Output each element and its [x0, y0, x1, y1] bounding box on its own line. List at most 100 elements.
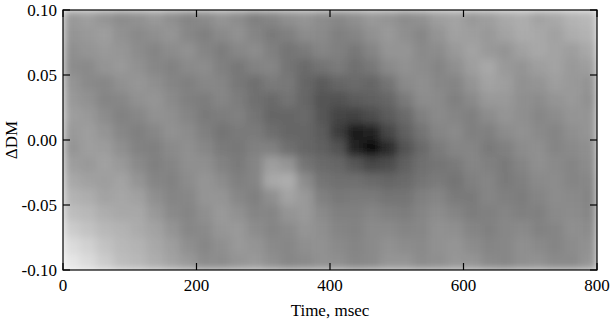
- heatmap-cell: [163, 205, 180, 222]
- heatmap-cell: [564, 221, 581, 238]
- heatmap-cell: [413, 91, 430, 108]
- heatmap-cell: [330, 156, 347, 173]
- heatmap-cell: [63, 59, 80, 76]
- heatmap-cell: [330, 238, 347, 255]
- heatmap-cell: [380, 124, 397, 141]
- heatmap-cell: [247, 238, 264, 255]
- heatmap-cell: [547, 173, 564, 190]
- heatmap-cell: [580, 238, 597, 255]
- heatmap-cell: [363, 189, 380, 206]
- heatmap-cell: [447, 221, 464, 238]
- heatmap-cell: [313, 59, 330, 76]
- heatmap-cell: [230, 173, 247, 190]
- y-tick-right: [590, 269, 597, 270]
- heatmap-cell: [280, 205, 297, 222]
- y-tick: [63, 74, 70, 75]
- heatmap-cell: [497, 173, 514, 190]
- heatmap-cell: [380, 156, 397, 173]
- heatmap-cell: [330, 59, 347, 76]
- heatmap-cell: [480, 221, 497, 238]
- heatmap-cell: [247, 221, 264, 238]
- heatmap-cell: [280, 221, 297, 238]
- heatmap-cell: [80, 75, 97, 92]
- heatmap-cell: [397, 91, 414, 108]
- heatmap-cell: [430, 238, 447, 255]
- heatmap-cell: [247, 26, 264, 43]
- heatmap-cell: [480, 59, 497, 76]
- heatmap-cell: [447, 108, 464, 125]
- heatmap-cell: [230, 26, 247, 43]
- heatmap-cell: [313, 205, 330, 222]
- heatmap-cell: [547, 124, 564, 141]
- heatmap-cell: [130, 238, 147, 255]
- heatmap-cell: [63, 108, 80, 125]
- heatmap-cell: [514, 26, 531, 43]
- heatmap-cell: [180, 156, 197, 173]
- heatmap-cell: [113, 10, 130, 27]
- heatmap-cell: [96, 91, 113, 108]
- heatmap-cell: [580, 59, 597, 76]
- heatmap-cell: [413, 10, 430, 27]
- heatmap-cell: [447, 75, 464, 92]
- x-tick: [62, 263, 63, 270]
- heatmap-cell: [530, 221, 547, 238]
- heatmap-cell: [80, 108, 97, 125]
- heatmap-cell: [313, 189, 330, 206]
- heatmap-cell: [113, 108, 130, 125]
- heatmap-cell: [146, 221, 163, 238]
- heatmap-cell: [530, 108, 547, 125]
- heatmap-cell: [213, 26, 230, 43]
- heatmap-cell: [480, 205, 497, 222]
- heatmap-cell: [347, 26, 364, 43]
- y-tick: [63, 204, 70, 205]
- heatmap-cell: [347, 10, 364, 27]
- heatmap-cell: [113, 254, 130, 270]
- heatmap-cell: [297, 10, 314, 27]
- heatmap-cell: [497, 26, 514, 43]
- heatmap-cell: [514, 205, 531, 222]
- heatmap-cell: [363, 254, 380, 270]
- heatmap-cell: [580, 205, 597, 222]
- heatmap-cell: [263, 221, 280, 238]
- x-tick-label: 200: [184, 276, 210, 295]
- heatmap-cell: [330, 75, 347, 92]
- heatmap-cell: [113, 26, 130, 43]
- y-tick-label: -0.10: [22, 261, 57, 280]
- y-tick: [63, 269, 70, 270]
- heatmap-cell: [146, 205, 163, 222]
- heatmap-cell: [330, 43, 347, 60]
- heatmap-cell: [397, 59, 414, 76]
- heatmap-cell: [330, 108, 347, 125]
- heatmap-cell: [130, 156, 147, 173]
- heatmap-cell: [580, 43, 597, 60]
- heatmap-cell: [213, 91, 230, 108]
- heatmap-cell: [564, 124, 581, 141]
- heatmap-cell: [514, 43, 531, 60]
- heatmap-cell: [547, 205, 564, 222]
- heatmap-cell: [180, 124, 197, 141]
- heatmap-cell: [447, 189, 464, 206]
- heatmap-cell: [464, 10, 481, 27]
- heatmap-cell: [163, 189, 180, 206]
- heatmap-cell: [413, 75, 430, 92]
- heatmap-cell: [263, 26, 280, 43]
- heatmap-cell: [180, 10, 197, 27]
- heatmap-cell: [547, 91, 564, 108]
- heatmap-cell: [480, 108, 497, 125]
- heatmap-cell: [547, 140, 564, 157]
- heatmap-cell: [514, 156, 531, 173]
- heatmap-cell: [180, 221, 197, 238]
- heatmap-cell: [230, 254, 247, 270]
- heatmap-cell: [530, 124, 547, 141]
- heatmap-cell: [580, 26, 597, 43]
- heatmap-cell: [163, 140, 180, 157]
- heatmap-cell: [313, 108, 330, 125]
- heatmap-cell: [464, 140, 481, 157]
- heatmap-cell: [113, 173, 130, 190]
- heatmap-cell: [447, 173, 464, 190]
- heatmap-cell: [547, 43, 564, 60]
- heatmap-cell: [514, 75, 531, 92]
- heatmap-cell: [263, 140, 280, 157]
- heatmap-cell: [413, 26, 430, 43]
- heatmap-cell: [447, 124, 464, 141]
